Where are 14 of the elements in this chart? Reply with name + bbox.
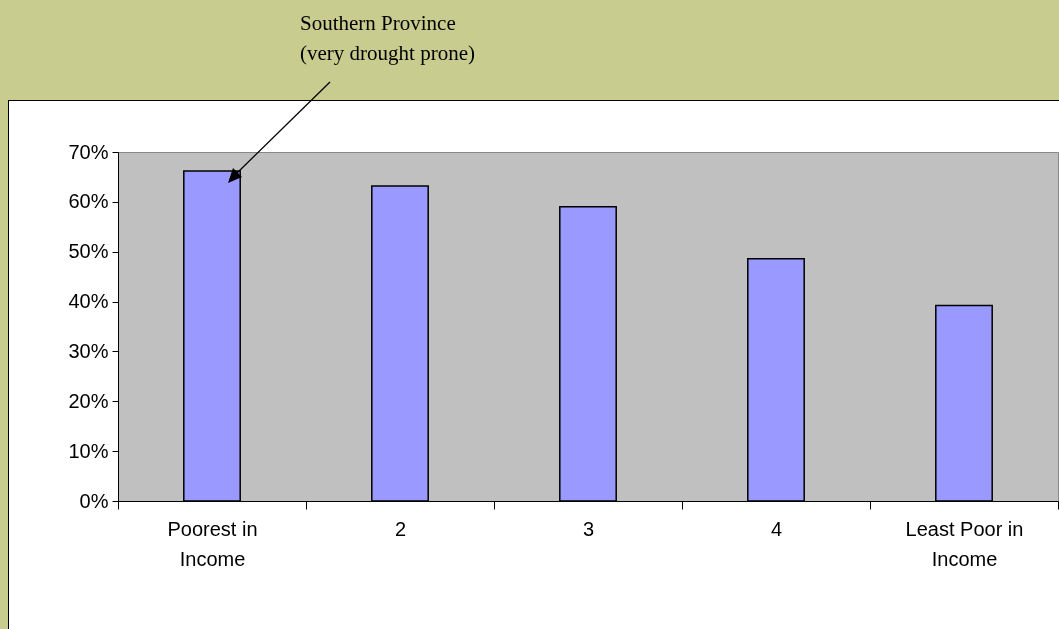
x-tick-label: Poorest in Income bbox=[167, 517, 258, 570]
y-tick-label: 40% bbox=[68, 290, 109, 313]
y-tick-label: 70% bbox=[68, 140, 109, 163]
y-tick-label: 20% bbox=[68, 389, 109, 412]
y-tick-label: 60% bbox=[68, 190, 109, 213]
y-tick-label: 30% bbox=[68, 339, 109, 362]
x-tick-label: 2 bbox=[394, 517, 407, 540]
x-tick-label: Least Poor in Income bbox=[905, 517, 1024, 570]
y-tick-label: 10% bbox=[68, 439, 109, 462]
y-tick-label: 50% bbox=[68, 240, 109, 263]
x-tick-label: 4 bbox=[770, 517, 783, 540]
text: Southern Province (very drought prone) bbox=[300, 10, 475, 67]
y-tick-label: 0% bbox=[79, 489, 109, 512]
x-tick-label: 3 bbox=[582, 517, 595, 540]
